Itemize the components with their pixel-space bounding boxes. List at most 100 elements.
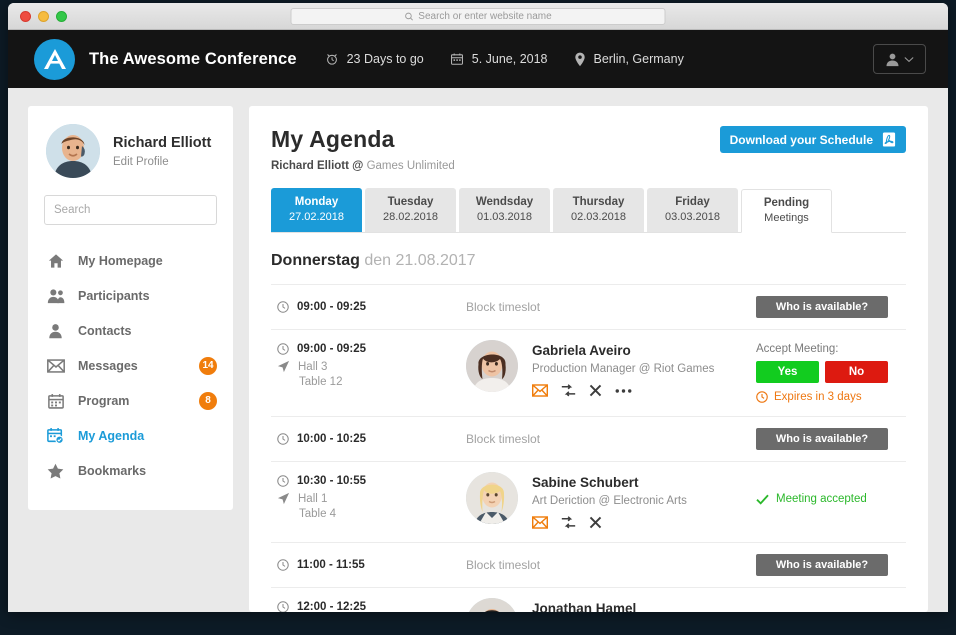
- who-is-available-button[interactable]: Who is available?: [756, 428, 888, 450]
- envelope-icon[interactable]: [532, 384, 548, 397]
- date-meta: 5. June, 2018: [450, 52, 548, 66]
- tab-pending-meetings[interactable]: Pending Meetings: [741, 189, 832, 233]
- table-row[interactable]: 12:00 - 12:25 Jonathan Hamel: [271, 587, 906, 612]
- user-menu-button[interactable]: [873, 44, 926, 74]
- sidebar-item-participants[interactable]: Participants: [28, 278, 233, 313]
- sidebar-profile[interactable]: Richard Elliott Edit Profile: [28, 124, 233, 178]
- sidebar-item-messages[interactable]: Messages 14: [28, 348, 233, 383]
- row-table: Table 12: [299, 376, 343, 388]
- who-is-available-button[interactable]: Who is available?: [756, 554, 888, 576]
- sidebar-item-label: Messages: [78, 358, 138, 373]
- block-timeslot-label: Block timeslot: [466, 300, 541, 314]
- table-row[interactable]: 10:00 - 10:25 Block timeslot Who is avai…: [271, 416, 906, 461]
- accept-meeting-label: Accept Meeting:: [756, 343, 839, 355]
- row-hall: Hall 3: [298, 360, 328, 373]
- user-icon: [886, 53, 899, 66]
- zoom-window-button[interactable]: [56, 10, 67, 22]
- location-meta: Berlin, Germany: [574, 52, 684, 67]
- person-name: Gabriela Aveiro: [532, 343, 631, 358]
- row-action-col: Accept Meeting: Yes No Expires in 3 days: [756, 343, 906, 403]
- app-top-nav: The Awesome Conference 23 Days to go: [8, 30, 948, 88]
- location-label: Berlin, Germany: [593, 52, 684, 66]
- clock-icon: [277, 475, 289, 487]
- day-heading-date: den 21.08.2017: [359, 252, 476, 269]
- table-row[interactable]: 09:00 - 09:25 Hall 3 Table 12: [271, 329, 906, 416]
- check-icon: [756, 494, 769, 505]
- sidebar: Richard Elliott Edit Profile: [28, 106, 233, 510]
- tab-thursday[interactable]: Thursday 02.03.2018: [553, 188, 644, 232]
- expires-notice: Expires in 3 days: [756, 391, 862, 403]
- row-time-col: 10:00 - 10:25: [271, 433, 376, 445]
- edit-profile-link[interactable]: Edit Profile: [113, 155, 169, 168]
- row-time: 11:00 - 11:55: [297, 559, 365, 571]
- day-heading-weekday: Donnerstag: [271, 252, 360, 269]
- address-bar-placeholder: Search or enter website name: [418, 10, 552, 22]
- table-row[interactable]: 10:30 - 10:55 Hall 1 Table 4: [271, 461, 906, 542]
- row-time: 12:00 - 12:25: [297, 601, 367, 612]
- conference-logo-icon[interactable]: [34, 38, 75, 80]
- subtitle-org: Games Unlimited: [366, 160, 455, 172]
- window-traffic-lights: [20, 10, 67, 22]
- person-role: Production Manager @ Riot Games: [532, 363, 715, 375]
- tab-day: Tuesday: [387, 195, 434, 208]
- tab-tuesday[interactable]: Tuesday 28.02.2018: [365, 188, 456, 232]
- row-content-col: Jonathan Hamel: [376, 598, 756, 612]
- tab-day: Monday: [294, 195, 339, 208]
- row-content-col: Block timeslot: [376, 300, 756, 314]
- countdown-label: 23 Days to go: [346, 52, 424, 66]
- envelope-icon[interactable]: [532, 516, 548, 529]
- sidebar-item-program[interactable]: Program 8: [28, 383, 233, 418]
- table-row[interactable]: 11:00 - 11:55 Block timeslot Who is avai…: [271, 542, 906, 587]
- accept-no-button[interactable]: No: [825, 361, 888, 383]
- sidebar-search[interactable]: [44, 195, 217, 225]
- tab-date: 28.02.2018: [382, 211, 439, 224]
- minimize-window-button[interactable]: [38, 10, 49, 22]
- sidebar-item-my-homepage[interactable]: My Homepage: [28, 243, 233, 278]
- star-icon: [46, 463, 65, 479]
- page-body: Richard Elliott Edit Profile: [8, 88, 948, 612]
- download-schedule-button[interactable]: Download your Schedule: [719, 126, 906, 153]
- person-name: Jonathan Hamel: [532, 601, 637, 612]
- cancel-icon[interactable]: [589, 516, 602, 529]
- close-window-button[interactable]: [20, 10, 31, 22]
- sidebar-item-my-agenda[interactable]: My Agenda: [28, 418, 233, 453]
- row-time-col: 09:00 - 09:25: [271, 301, 376, 313]
- alarm-clock-icon: [326, 54, 337, 65]
- tab-day: Thursday: [572, 195, 625, 208]
- tab-date: 03.03.2018: [664, 211, 721, 224]
- tab-day: Pending: [763, 196, 810, 209]
- sidebar-item-label: Participants: [78, 288, 150, 303]
- clock-icon: [277, 601, 289, 612]
- accept-yes-button[interactable]: Yes: [756, 361, 819, 383]
- envelope-icon: [46, 358, 65, 373]
- search-input[interactable]: [54, 204, 208, 216]
- cancel-icon[interactable]: [589, 384, 602, 397]
- row-time: 09:00 - 09:25: [297, 301, 367, 313]
- person-name: Sabine Schubert: [532, 475, 639, 490]
- avatar: [466, 340, 518, 392]
- date-label: 5. June, 2018: [471, 52, 548, 66]
- browser-window: Search or enter website name The Awesome…: [8, 3, 948, 612]
- day-tabs: Monday 27.02.2018 Tuesday 28.02.2018 Wen…: [271, 188, 906, 233]
- more-icon[interactable]: [615, 388, 632, 394]
- row-content-col: Block timeslot: [376, 558, 756, 572]
- conference-meta-group: 23 Days to go 5. June, 2018: [325, 52, 684, 67]
- who-is-available-button[interactable]: Who is available?: [756, 296, 888, 318]
- tab-friday[interactable]: Friday 03.03.2018: [647, 188, 738, 232]
- swap-icon[interactable]: [561, 516, 576, 529]
- block-timeslot-label: Block timeslot: [466, 558, 541, 572]
- row-time-col: 11:00 - 11:55: [271, 559, 376, 571]
- table-row[interactable]: 09:00 - 09:25 Block timeslot Who is avai…: [271, 284, 906, 329]
- swap-icon[interactable]: [561, 384, 576, 397]
- row-content-col: Sabine Schubert Art Deriction @ Electron…: [376, 472, 756, 529]
- tab-wendsday[interactable]: Wendsday 01.03.2018: [459, 188, 550, 232]
- sidebar-item-contacts[interactable]: Contacts: [28, 313, 233, 348]
- subtitle-user: Richard Elliott @: [271, 160, 367, 172]
- tab-monday[interactable]: Monday 27.02.2018: [271, 188, 362, 232]
- brand-title: The Awesome Conference: [89, 49, 297, 68]
- calendar-icon: [450, 53, 463, 65]
- address-bar[interactable]: Search or enter website name: [290, 7, 666, 25]
- sidebar-item-bookmarks[interactable]: Bookmarks: [28, 453, 233, 488]
- row-time-col: 10:30 - 10:55 Hall 1 Table 4: [271, 475, 376, 520]
- navigation-arrow-icon: [277, 492, 290, 505]
